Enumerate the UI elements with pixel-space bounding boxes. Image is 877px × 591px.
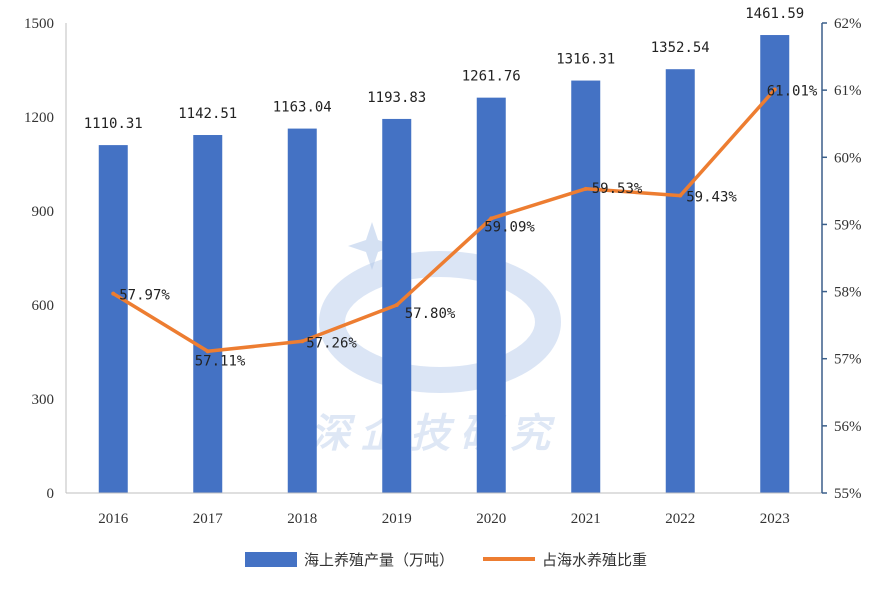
bar (287, 128, 317, 493)
right-tick-label: 59% (834, 217, 862, 233)
bar (571, 80, 601, 493)
x-tick-label: 2018 (287, 511, 317, 527)
right-tick-label: 57% (834, 352, 862, 368)
line-point (300, 339, 305, 344)
bar-value-label: 1352.54 (651, 40, 710, 56)
legend-bar-label: 海上养殖产量（万吨） (304, 551, 454, 569)
legend: 海上养殖产量（万吨） 占海水养殖比重 (245, 551, 647, 569)
bar-labels-group: 1110.31 1142.51 1163.04 1193.83 1261.76 1316.… (84, 6, 805, 132)
line-point (678, 193, 683, 198)
line-point (111, 291, 116, 296)
line-series-group (111, 87, 777, 354)
left-tick-label: 900 (32, 204, 55, 220)
x-tick-label: 2019 (382, 511, 412, 527)
bar-value-label: 1461.59 (745, 6, 804, 22)
x-tick-label: 2023 (760, 511, 790, 527)
axes-group: 0 300 600 900 1200 1500 55% 56% 57% 58% 59% 60% 61% 6… (24, 16, 862, 527)
line-point (489, 216, 494, 221)
right-tick-label: 55% (834, 486, 862, 502)
line-point (772, 87, 777, 92)
line-value-label: 57.97% (119, 288, 170, 304)
line-value-label: 59.09% (484, 219, 535, 235)
x-tick-label: 2016 (98, 511, 129, 527)
bar (665, 69, 695, 493)
bar-value-label: 1193.83 (367, 90, 426, 106)
bar-value-label: 1110.31 (84, 116, 143, 132)
line-labels-group: 57.97% 57.11% 57.26% 57.80% 59.09% 59.53% 59.4… (119, 83, 818, 369)
right-tick-label: 56% (834, 419, 862, 435)
line-point (205, 349, 210, 354)
bar (760, 35, 790, 494)
bar-value-label: 1261.76 (462, 69, 521, 85)
left-tick-label: 1200 (24, 110, 54, 126)
right-tick-label: 58% (834, 285, 862, 301)
legend-bar-swatch (245, 552, 297, 567)
bar-value-label: 1316.31 (556, 52, 615, 68)
line-value-label: 57.26% (306, 335, 357, 351)
bar (476, 97, 506, 494)
left-tick-label: 300 (32, 392, 55, 408)
left-tick-label: 0 (47, 486, 55, 502)
right-tick-label: 61% (834, 83, 862, 99)
line-value-label: 61.01% (767, 83, 818, 99)
bar-value-label: 1163.04 (273, 100, 332, 116)
x-tick-label: 2021 (571, 511, 601, 527)
bar-value-label: 1142.51 (178, 106, 237, 122)
x-tick-label: 2022 (665, 511, 695, 527)
watermark-text: 深企技研究 (310, 410, 560, 457)
right-tick-label: 62% (834, 16, 862, 32)
line-point (394, 303, 399, 307)
x-tick-label: 2017 (193, 511, 224, 527)
bar (98, 145, 128, 494)
share-line (111, 87, 777, 354)
line-value-label: 59.53% (592, 181, 643, 197)
line-value-label: 57.11% (195, 353, 246, 369)
left-tick-label: 1500 (24, 16, 54, 32)
x-tick-label: 2020 (476, 511, 506, 527)
bars-group (98, 35, 790, 494)
line-value-label: 59.43% (686, 190, 737, 206)
bar (193, 135, 223, 493)
right-tick-label: 60% (834, 150, 862, 166)
line-point (583, 186, 588, 191)
left-tick-label: 600 (32, 298, 55, 314)
line-value-label: 57.80% (405, 306, 456, 322)
legend-line-label: 占海水养殖比重 (542, 551, 647, 569)
